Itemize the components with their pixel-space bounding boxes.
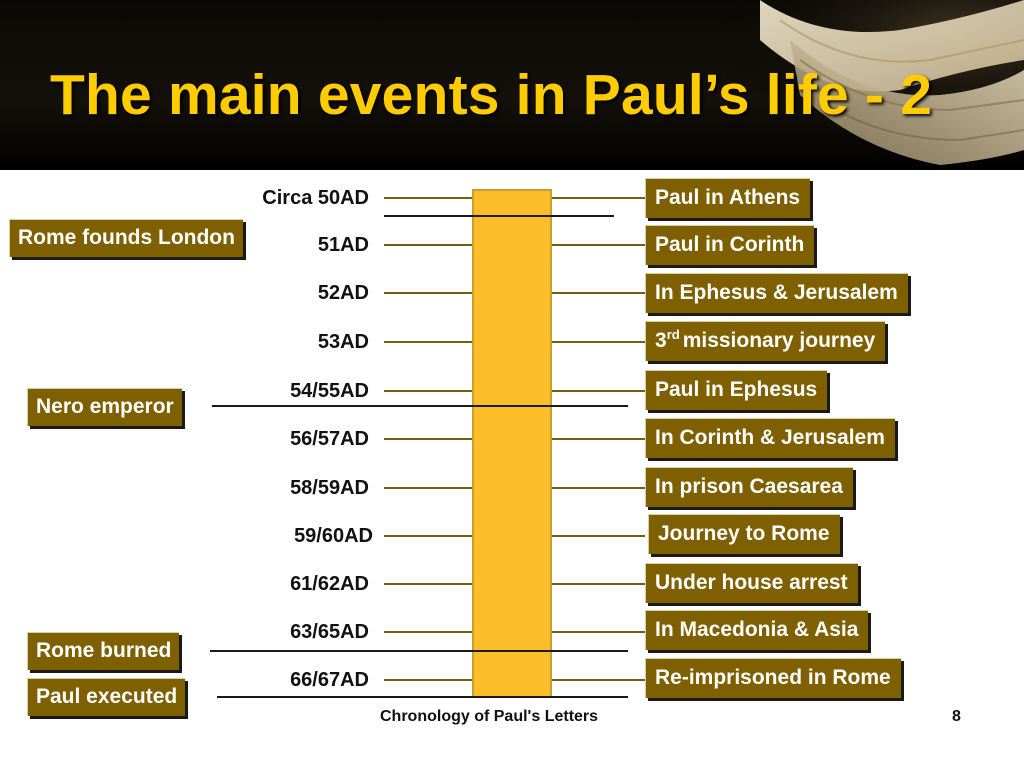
date-connector <box>384 438 472 440</box>
event-box: Paul in Corinth <box>645 225 815 265</box>
event-box: In Macedonia & Asia <box>645 610 869 650</box>
ordinal-number: 3 <box>655 329 667 352</box>
event-divider-line <box>384 215 614 217</box>
date-label: 54/55AD <box>290 380 369 402</box>
event-box: Re-imprisoned in Rome <box>645 658 901 698</box>
date-label: 63/65AD <box>290 621 369 643</box>
event-box: 3rd missionary journey <box>645 321 886 361</box>
event-box: Paul in Athens <box>645 178 811 218</box>
event-connector <box>552 583 645 585</box>
date-label: 52AD <box>317 282 369 304</box>
event-box: In Ephesus & Jerusalem <box>645 273 908 313</box>
slide-title: The main events in Paul’s life - 2 <box>50 63 933 127</box>
date-label: 58/59AD <box>290 477 369 499</box>
event-connector <box>552 197 645 199</box>
event-divider-line <box>212 405 628 407</box>
event-divider-line <box>210 650 628 652</box>
page-number: 8 <box>952 708 961 725</box>
event-box: In Corinth & Jerusalem <box>645 418 895 458</box>
world-event-box: Rome founds London <box>9 219 243 257</box>
event-box: Under house arrest <box>645 563 858 603</box>
event-connector <box>552 487 645 489</box>
ordinal-suffix: rd <box>666 327 680 342</box>
footer-title: Chronology of Paul's Letters <box>380 708 599 725</box>
date-connector <box>384 197 472 199</box>
event-connector <box>552 535 645 537</box>
date-connector <box>384 341 472 343</box>
event-connector <box>552 244 645 246</box>
event-connector <box>552 292 645 294</box>
event-connector <box>552 341 645 343</box>
event-connector <box>552 679 645 681</box>
date-connector <box>384 244 472 246</box>
date-label: 61/62AD <box>290 573 369 595</box>
date-label: 59/60AD <box>294 525 373 547</box>
date-connector <box>384 487 472 489</box>
date-connector <box>384 631 472 633</box>
event-connector <box>552 438 645 440</box>
event-box: Journey to Rome <box>648 514 840 554</box>
date-label: 66/67AD <box>290 669 369 691</box>
event-text: missionary journey <box>682 329 876 352</box>
date-connector <box>384 390 472 392</box>
event-divider-line <box>217 696 628 698</box>
date-connector <box>384 535 472 537</box>
world-event-box: Paul executed <box>27 678 186 716</box>
date-label: 53AD <box>317 331 369 353</box>
date-label: 56/57AD <box>290 428 369 450</box>
date-connector <box>384 583 472 585</box>
world-event-box: Rome burned <box>27 632 180 670</box>
timeline-bar <box>472 189 552 698</box>
date-connector <box>384 679 472 681</box>
event-box: In prison Caesarea <box>645 467 853 507</box>
date-label: Circa 50AD <box>262 187 369 209</box>
event-connector <box>552 631 645 633</box>
date-label: 51AD <box>317 234 369 256</box>
world-event-box: Nero emperor <box>27 388 182 426</box>
title-banner: The main events in Paul’s life - 2 <box>0 0 1024 170</box>
date-connector <box>384 292 472 294</box>
event-connector <box>552 390 645 392</box>
open-book-image <box>600 0 1024 170</box>
event-box: Paul in Ephesus <box>645 370 828 410</box>
